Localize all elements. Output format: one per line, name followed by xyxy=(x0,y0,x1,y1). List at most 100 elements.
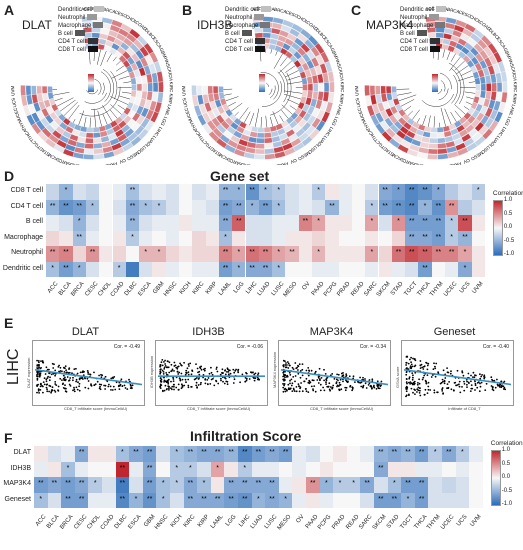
scatter-point xyxy=(206,379,209,381)
heatmap-cell: * xyxy=(210,461,225,478)
heatmap-cell: ** xyxy=(224,477,238,493)
scatter-point xyxy=(304,388,307,390)
cancer-row-label: LIHC xyxy=(5,348,22,385)
heatmap-cell xyxy=(469,492,483,509)
heatmap-cell xyxy=(139,184,153,200)
scatter-point xyxy=(502,388,505,390)
heatmap-cell xyxy=(391,230,406,246)
scatter-point xyxy=(501,385,504,388)
center-color-key xyxy=(88,74,94,92)
heatmap-cell: ** xyxy=(418,215,432,231)
circular-heatmap-graphic: ACCBLCABRCACESCCHOLCOADDLBCESCAGBMHNSCKI… xyxy=(10,6,174,170)
heatmap-cell: ** xyxy=(391,199,406,215)
scatter-point xyxy=(82,378,84,380)
scatter-point xyxy=(305,369,308,372)
circular-cell xyxy=(502,81,508,93)
scatter-point xyxy=(121,385,124,387)
scatter-point xyxy=(303,380,305,383)
cancer-label: LAML xyxy=(164,104,172,117)
scatter-point xyxy=(478,390,481,393)
heatmap-cell: ** xyxy=(197,492,211,509)
scatter-point xyxy=(253,379,256,382)
scatter-point xyxy=(36,359,38,362)
heatmap-cell xyxy=(360,492,374,509)
circular-heatmap-graphic: ACCBLCABRCACESCCHOLCOADDLBCESCAGBMHNSCKI… xyxy=(354,6,518,170)
panel-label-b: B xyxy=(182,2,193,18)
heatmap-cell: * xyxy=(125,230,140,246)
scatter-point xyxy=(323,368,325,371)
heatmap-cell: * xyxy=(139,199,153,215)
legend-entry: CD8 T cell xyxy=(58,46,104,54)
scatter-point xyxy=(426,392,429,394)
scatter-point xyxy=(46,383,49,386)
heatmap-cell xyxy=(265,461,279,478)
scatter-point xyxy=(440,381,443,384)
heatmap-cell xyxy=(192,246,206,262)
heatmap-cell xyxy=(471,246,485,262)
heatmap-cell xyxy=(46,184,60,200)
heatmap-cell xyxy=(428,477,442,493)
scatter-point xyxy=(446,367,448,369)
heatmap-cell xyxy=(346,446,361,462)
heatmap-cell: ** xyxy=(374,461,388,478)
legend-entry: Macrophage xyxy=(225,22,271,30)
scatter-point xyxy=(409,383,411,385)
scatter-point xyxy=(314,370,317,373)
scatter-point xyxy=(291,382,294,385)
scatter-point xyxy=(411,378,414,381)
cancer-label: SARC xyxy=(58,158,72,165)
scatter-point xyxy=(308,382,311,385)
cancer-label: UCS xyxy=(182,97,189,107)
scatter-point xyxy=(499,386,501,388)
scatter-point xyxy=(349,385,351,388)
scatter-point xyxy=(466,386,468,388)
heatmap-cell xyxy=(360,446,374,462)
scatter-point xyxy=(319,383,322,386)
scatter-point xyxy=(54,381,57,383)
scatter-point xyxy=(211,373,214,376)
scatter-point xyxy=(173,383,175,386)
heatmap-cell xyxy=(46,215,60,231)
circular-cell xyxy=(135,90,142,99)
circular-cell xyxy=(141,90,148,100)
circular-cell xyxy=(136,83,143,92)
circular-cell xyxy=(375,85,381,95)
scatter-point xyxy=(442,393,444,395)
heatmap-cell: ** xyxy=(258,199,273,215)
scatter-point xyxy=(485,382,488,385)
circular-cell xyxy=(302,83,308,91)
scatter-point xyxy=(76,388,79,391)
scatter-point xyxy=(286,361,289,363)
scatter-point xyxy=(57,366,60,368)
x-axis-label: CD8_T infiltrate score (ImmuCellAI) xyxy=(309,406,374,411)
heatmap-cell xyxy=(152,184,166,200)
scatter-point xyxy=(411,365,414,368)
scatter-point xyxy=(49,376,51,379)
scatter-point xyxy=(338,388,340,391)
heatmap-cell: ** xyxy=(374,446,388,462)
heatmap-cell xyxy=(34,446,48,462)
scatter-points xyxy=(280,359,389,393)
scatter-point xyxy=(232,382,235,384)
heatmap-cell: * xyxy=(387,477,402,493)
scatter-point xyxy=(422,366,425,368)
scatter-point xyxy=(44,373,47,375)
scatter-point xyxy=(329,374,332,377)
scatter-point xyxy=(291,390,294,392)
scatter-point xyxy=(430,376,433,378)
heatmap-cell xyxy=(346,461,361,478)
scatter-point xyxy=(96,380,99,383)
heatmap-cell xyxy=(74,461,89,478)
circular-cell xyxy=(92,132,101,139)
cancer-label: BRCA xyxy=(274,7,287,15)
scatter-point xyxy=(325,383,327,385)
heatmap-cell xyxy=(272,215,286,231)
scatter-point xyxy=(62,374,65,377)
scatter-point xyxy=(248,378,251,380)
heatmap-cell xyxy=(112,184,126,200)
scatter-point xyxy=(37,388,40,391)
scatter-point xyxy=(131,384,134,387)
cancer-label: LAML xyxy=(508,104,516,117)
scatter-point xyxy=(467,372,470,375)
scatter-point xyxy=(359,382,362,384)
